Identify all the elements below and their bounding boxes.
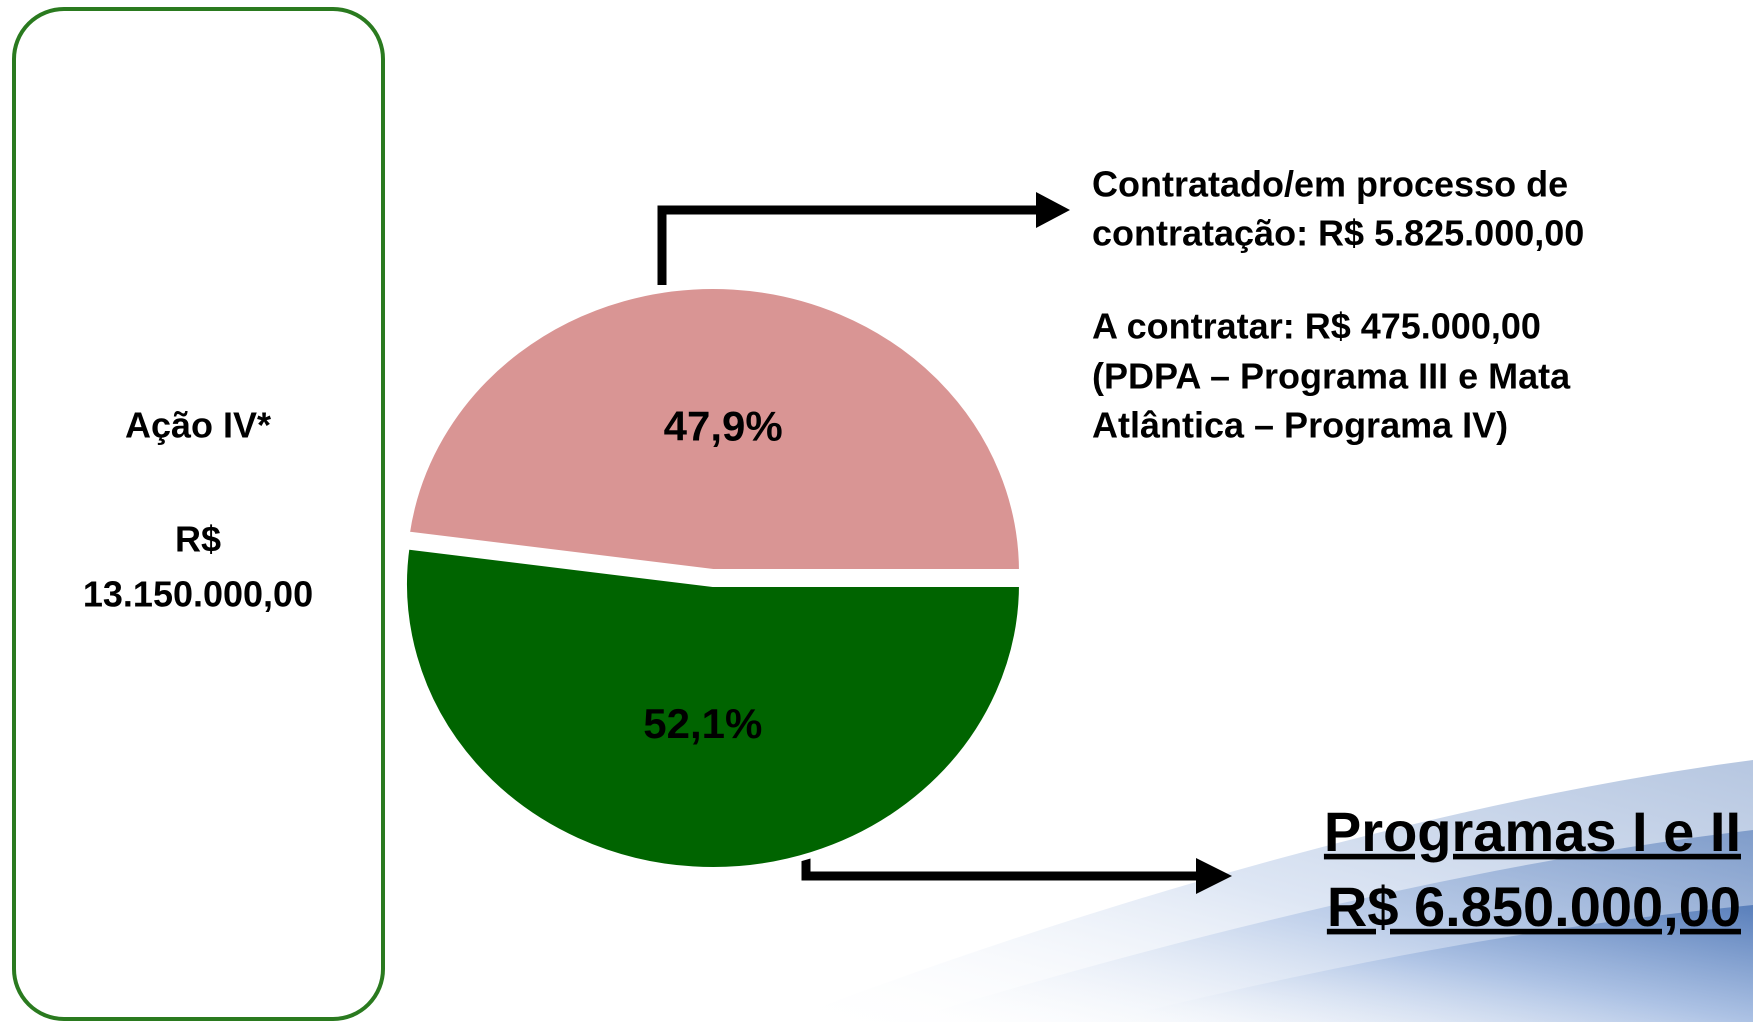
slice-label: 47,9% bbox=[664, 402, 783, 449]
pie-slice bbox=[401, 543, 1026, 873]
box-currency: R$ bbox=[175, 519, 221, 560]
annotation-line: A contratar: R$ 475.000,00 bbox=[1092, 306, 1541, 347]
annotation-line: (PDPA – Programa III e Mata bbox=[1092, 356, 1571, 397]
annotation-line: contratação: R$ 5.825.000,00 bbox=[1092, 213, 1584, 254]
pie: 47,9% 52,1% bbox=[401, 283, 1026, 873]
slice-label: 52,1% bbox=[643, 700, 762, 747]
box-amount: 13.150.000,00 bbox=[83, 574, 313, 615]
highlight-line: R$ 6.850.000,00 bbox=[1327, 875, 1741, 938]
swoosh bbox=[780, 760, 1753, 1022]
arrow-head bbox=[1036, 192, 1070, 228]
pie-slice bbox=[403, 283, 1026, 575]
arrow-head bbox=[1196, 858, 1232, 894]
annotation-line: Contratado/em processo de bbox=[1092, 164, 1568, 205]
box-title: Ação IV* bbox=[125, 405, 271, 446]
annotations: Contratado/em processo de contratação: R$… bbox=[1092, 164, 1741, 938]
summary-box bbox=[12, 7, 385, 1021]
highlight-line: Programas I e II bbox=[1324, 800, 1741, 863]
annotation-line: Atlântica – Programa IV) bbox=[1092, 405, 1508, 446]
